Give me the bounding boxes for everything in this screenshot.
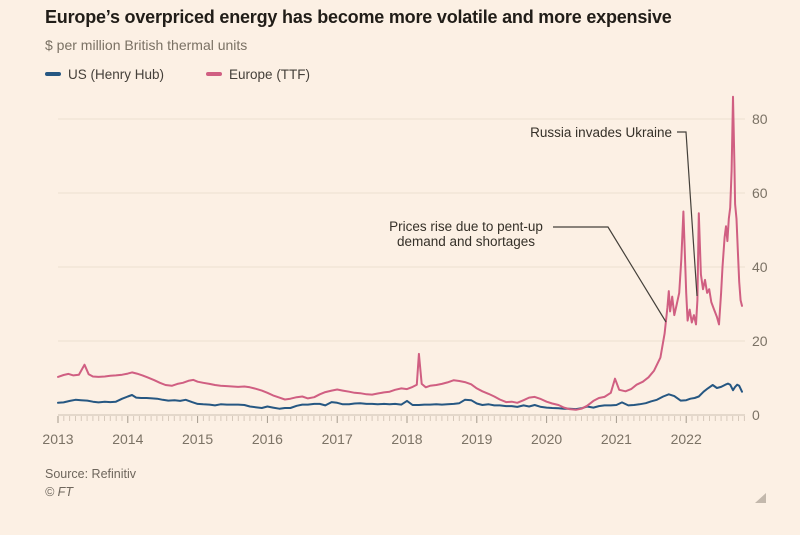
legend-item-europe: Europe (TTF) — [206, 67, 310, 82]
x-axis-label-2014: 2014 — [112, 431, 143, 447]
y-axis-label-0: 0 — [752, 407, 760, 423]
x-axis-label-2019: 2019 — [461, 431, 492, 447]
y-axis-label-60: 60 — [752, 185, 768, 201]
chart-layer: 0 20 40 60 80 2013 2014 2015 2016 2017 2018 2019 202… — [42, 95, 768, 447]
legend-label-europe: Europe (TTF) — [229, 66, 311, 82]
x-axis-label-2017: 2017 — [322, 431, 353, 447]
annotation-pentup-line1: Prices rise due to pent-up — [389, 219, 543, 234]
x-axis-label-2022: 2022 — [671, 431, 702, 447]
y-axis-label-80: 80 — [752, 111, 768, 127]
x-axis-label-2013: 2013 — [42, 431, 73, 447]
resize-handle-icon[interactable] — [755, 493, 766, 503]
legend-label-us: US (Henry Hub) — [68, 66, 165, 82]
x-axis-label-2018: 2018 — [391, 431, 422, 447]
us-line-swatch — [45, 72, 61, 76]
annotation-russia-invades-ukraine: Russia invades Ukraine — [472, 125, 672, 141]
x-axis-label-2020: 2020 — [531, 431, 562, 447]
annotation-prices-rise: Prices rise due to pent-up demand and sh… — [379, 219, 553, 249]
europe-line-swatch — [206, 72, 223, 76]
x-axis-label-2015: 2015 — [182, 431, 213, 447]
series-line-us-henry-hub — [57, 382, 743, 411]
x-axis-label-2021: 2021 — [601, 431, 632, 447]
chart-units-subtitle: $ per million British thermal units — [45, 37, 248, 53]
annotation-connector-russia — [677, 131, 698, 297]
legend-item-us: US (Henry Hub) — [45, 67, 164, 82]
page-title: Europe’s overpriced energy has become mo… — [45, 7, 672, 27]
annotation-connector-pentup — [553, 226, 667, 323]
chart-legend: US (Henry Hub) Europe (TTF) — [45, 65, 310, 83]
y-axis-label-20: 20 — [752, 333, 768, 349]
annotation-russia-text: Russia invades Ukraine — [530, 125, 672, 140]
y-axis-label-40: 40 — [752, 259, 768, 275]
source-credit: Source: Refinitiv — [45, 467, 137, 481]
series-line-europe-ttf — [57, 95, 743, 411]
ft-copyright: © FT — [45, 485, 73, 499]
x-axis-label-2016: 2016 — [252, 431, 283, 447]
annotation-pentup-line2: demand and shortages — [396, 233, 536, 249]
